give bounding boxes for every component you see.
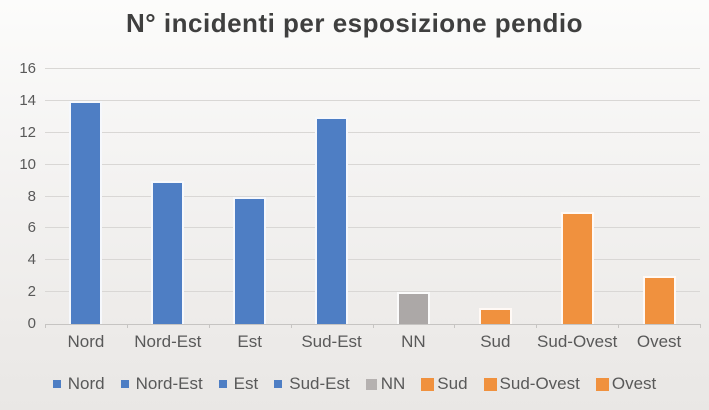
legend-item-sud: Sud: [421, 374, 468, 394]
gridline-16: [45, 68, 700, 69]
legend-marker-icon: [120, 380, 129, 388]
legend-item-ovest: Ovest: [595, 374, 657, 394]
x-category-label-sud-est: Sud-Est: [301, 332, 362, 351]
y-tick-label-14: 14: [19, 91, 36, 109]
y-tick-label-16: 16: [19, 60, 36, 77]
legend-label: Est: [233, 374, 259, 393]
y-tick-label-6: 6: [27, 219, 36, 237]
legend-label: Nord-Est: [135, 374, 203, 393]
legend-marker-icon: [52, 380, 61, 388]
gridline-8: [45, 195, 700, 197]
legend-item-est: Est: [218, 374, 259, 394]
legend-label: Ovest: [611, 374, 657, 393]
x-tick-mark: [372, 324, 374, 328]
y-tick-label-4: 4: [27, 251, 36, 269]
legend-item-nord-est: Nord-Est: [120, 374, 203, 394]
legend-item-sud-est: Sud-Est: [274, 374, 350, 394]
x-tick-mark: [126, 324, 128, 328]
y-tick-label-10: 10: [19, 155, 36, 173]
legend-label: Nord: [67, 374, 105, 393]
x-tick-mark: [208, 324, 210, 328]
legend-label: NN: [380, 374, 406, 393]
x-tick-mark: [536, 324, 538, 328]
bar-sud-est: [315, 116, 349, 324]
gridline-2: [45, 291, 700, 293]
bar-est: [233, 196, 267, 324]
x-tick-mark: [700, 324, 701, 328]
gridline-6: [45, 227, 700, 229]
legend-label: Sud-Est: [289, 374, 350, 393]
legend-marker-icon: [421, 377, 435, 391]
bar-nord: [69, 100, 103, 324]
y-tick-label-8: 8: [27, 187, 36, 205]
chart-title: N° incidenti per esposizione pendio: [126, 8, 583, 38]
bar-nord-est: [151, 180, 185, 324]
y-tick-label-2: 2: [27, 283, 36, 301]
legend-marker-icon: [595, 377, 609, 391]
bar-nn: [396, 292, 430, 324]
bar-sud: [478, 308, 512, 324]
legend-item-nord: Nord: [52, 374, 105, 394]
x-tick-mark: [45, 324, 46, 328]
legend-label: Sud: [437, 374, 468, 393]
x-category-label-nn: NN: [401, 332, 426, 351]
legend-marker-icon: [274, 380, 283, 388]
legend-item-nn: NN: [365, 374, 406, 394]
bar-ovest: [642, 276, 676, 324]
gridline-4: [45, 259, 700, 261]
x-category-label-est: Est: [237, 332, 262, 351]
x-tick-mark: [618, 324, 620, 328]
legend-label: Sud-Ovest: [499, 374, 580, 393]
x-category-label-nord-est: Nord-Est: [134, 332, 202, 351]
legend-marker-icon: [483, 377, 497, 391]
x-tick-mark: [290, 324, 292, 328]
x-category-label-ovest: Ovest: [636, 332, 682, 351]
legend-marker-icon: [218, 380, 227, 388]
x-category-label-sud: Sud: [480, 332, 511, 351]
bar-sud-ovest: [560, 212, 594, 324]
x-tick-mark: [454, 324, 456, 328]
plot-area: [45, 68, 701, 328]
x-category-label-nord: Nord: [67, 332, 105, 351]
gridline-10: [45, 163, 700, 165]
gridline-14: [45, 99, 700, 101]
y-tick-label-12: 12: [19, 123, 36, 141]
x-category-label-sud-ovest: Sud-Ovest: [537, 332, 618, 351]
gridline-12: [45, 131, 700, 133]
y-tick-label-0: 0: [27, 315, 36, 332]
legend-marker-icon: [365, 378, 377, 390]
legend-item-sud-ovest: Sud-Ovest: [483, 374, 580, 394]
legend: Nord Nord-Est Est Sud-Est NN Sud Sud-Ovest Oves…: [0, 374, 709, 394]
